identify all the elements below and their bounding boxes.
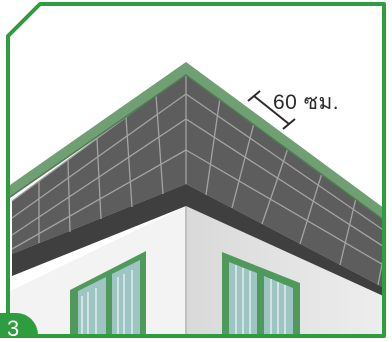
fascia-edge [8, 74, 384, 227]
soffit-grid [11, 72, 384, 286]
dimension-marker [247, 90, 296, 130]
roof-fascia [8, 62, 384, 226]
step-number: 3 [7, 316, 20, 341]
frame-border [6, 2, 386, 338]
soffit [12, 73, 384, 292]
step-badge: 3 [0, 313, 38, 341]
soffit-underside [12, 184, 384, 300]
dimension-label: 60 ซม. [273, 91, 340, 114]
right-window [222, 252, 300, 336]
left-window [70, 251, 146, 336]
